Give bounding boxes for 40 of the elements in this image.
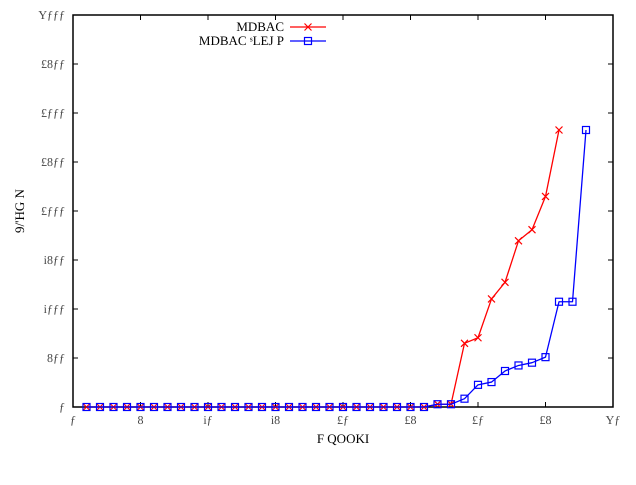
point [474, 380, 482, 389]
legend-label: MDBAC [236, 19, 284, 34]
point [474, 334, 482, 342]
point [460, 339, 469, 348]
text: 8ƒƒ [47, 351, 65, 365]
text: £ƒƒƒ [41, 204, 65, 218]
x-tick-label: ƒ [70, 413, 76, 427]
point [554, 298, 564, 306]
point [500, 278, 510, 286]
x-tick-label: £ƒ [337, 413, 349, 427]
point [487, 378, 496, 386]
text: ƒ [59, 400, 65, 414]
x-axis-title: F QOOKI [316, 431, 370, 446]
x-tick-label: iƒ [203, 413, 213, 427]
point [460, 394, 469, 403]
point [500, 366, 510, 376]
point [528, 358, 536, 367]
point [514, 361, 523, 370]
x-tick-label: 8 [138, 413, 144, 427]
point [554, 126, 564, 134]
text: £8ƒƒ [41, 155, 65, 169]
point [541, 192, 550, 201]
x-tick-label: £8 [540, 413, 552, 427]
x-tick-label: i8 [270, 413, 280, 427]
point [568, 298, 577, 306]
text: £8ƒƒ [41, 57, 65, 71]
x-tick-label: Yƒ [606, 413, 620, 427]
point [487, 294, 496, 304]
x-tick-label: £8 [404, 413, 416, 427]
point [514, 236, 523, 245]
point [582, 126, 590, 134]
y-axis-title: 9/'HG N [12, 188, 27, 233]
point [541, 353, 550, 362]
text: £ƒƒƒ [41, 106, 65, 120]
legend-label: MDBAC ˢLEJ P [198, 33, 284, 48]
text: iƒƒƒ [44, 302, 65, 316]
text: Yƒƒƒ [38, 8, 65, 22]
x-tick-label: £ƒ [472, 413, 484, 427]
text: i8ƒƒ [44, 253, 65, 267]
point [528, 226, 536, 234]
